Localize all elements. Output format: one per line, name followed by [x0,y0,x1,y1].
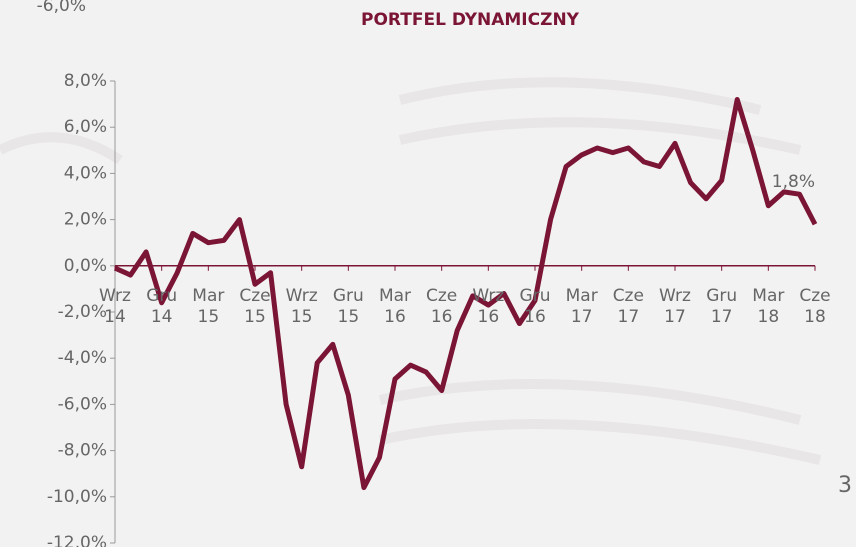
x-tick-label: Cze 15 [238,286,272,328]
x-tick-label: Wrz 17 [658,286,692,328]
y-tick-label: -8,0% [58,441,107,461]
y-tick-label: -12,0% [47,533,107,547]
x-tick-label: Cze 16 [425,286,459,328]
x-tick-label: Mar 18 [751,286,785,328]
fragment-label: 3 [838,473,852,498]
y-tick-label: 4,0% [64,163,107,183]
y-tick-label: 6,0% [64,117,107,137]
x-tick-label: Gru 14 [145,286,179,328]
x-tick-label: Cze 18 [798,286,832,328]
x-tick-label: Mar 17 [565,286,599,328]
chart-title: PORTFEL DYNAMICZNY [361,10,580,30]
chart: -6,0% 3 PORTFEL DYNAMICZNY -12,0% -10,0% -… [0,0,856,547]
y-tick-label: 2,0% [64,210,107,230]
x-tick-label: Cze 17 [611,286,645,328]
x-tick-label: Wrz 16 [471,286,505,328]
x-tick-label: Gru 15 [331,286,365,328]
x-tick-label: Mar 15 [191,286,225,328]
data-label: 1,8% [772,172,815,192]
y-tick-label: -6,0% [58,394,107,414]
x-tick-label: Gru 17 [705,286,739,328]
x-tick-label: Wrz 15 [285,286,319,328]
x-tick-label: Gru 16 [518,286,552,328]
y-tick-label: -4,0% [58,348,107,368]
chart-svg: -6,0% 3 PORTFEL DYNAMICZNY -12,0% -10,0% -… [0,0,856,547]
y-tick-label: -10,0% [47,487,107,507]
y-tick-label: 0,0% [64,256,107,276]
y-tick-label: 8,0% [64,71,107,91]
x-tick-label: Wrz 14 [98,286,132,328]
fragment-label: -6,0% [37,0,86,16]
x-tick-label: Mar 16 [378,286,412,328]
